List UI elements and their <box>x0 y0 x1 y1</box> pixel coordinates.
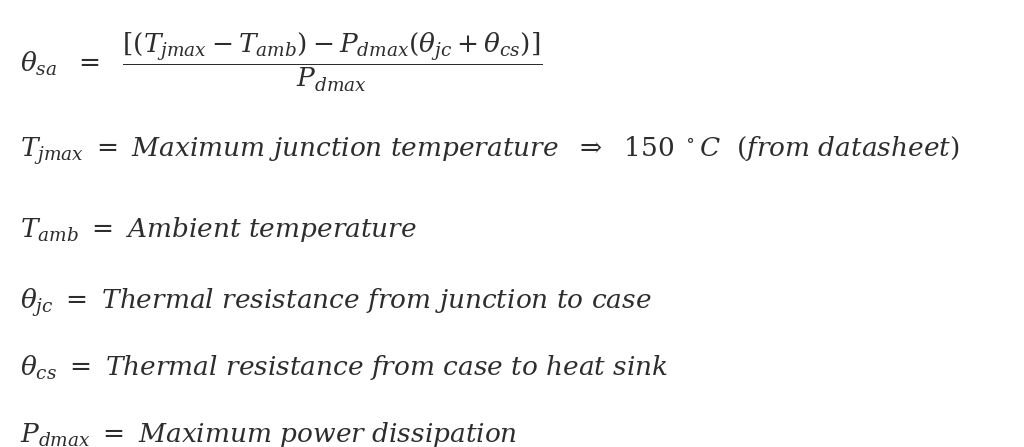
Text: $T_{amb}\ =\ Ambient\ temperature$: $T_{amb}\ =\ Ambient\ temperature$ <box>20 215 418 244</box>
Text: $\theta_{cs}\ =\ Thermal\ resistance\ from\ case\ to\ heat\ sink$: $\theta_{cs}\ =\ Thermal\ resistance\ fr… <box>20 353 669 382</box>
Text: $P_{dmax}\ =\ Maximum\ power\ dissipation$: $P_{dmax}\ =\ Maximum\ power\ dissipatio… <box>20 420 517 447</box>
Text: $T_{jmax}\ =\ Maximum\ junction\ temperature\ \ \Rightarrow\ \ 150\ {^\circ}C\ \: $T_{jmax}\ =\ Maximum\ junction\ tempera… <box>20 134 959 167</box>
Text: $\theta_{jc}\ =\ Thermal\ resistance\ from\ junction\ to\ case$: $\theta_{jc}\ =\ Thermal\ resistance\ fr… <box>20 286 652 319</box>
Text: $\theta_{sa}\ \ =\ \ \dfrac{[(T_{jmax}-T_{amb})-P_{dmax}(\theta_{jc}+\theta_{cs}: $\theta_{sa}\ \ =\ \ \dfrac{[(T_{jmax}-T… <box>20 31 543 94</box>
